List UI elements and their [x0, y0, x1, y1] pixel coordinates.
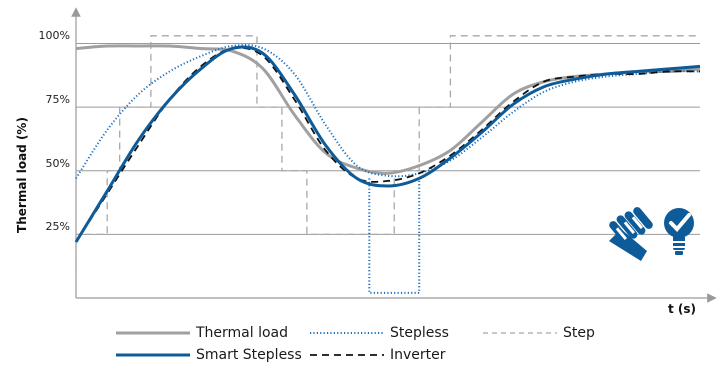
series-line-thermal-load: [75, 44, 701, 175]
y-tick-label: 50%: [45, 156, 70, 170]
x-axis-label: t (s): [668, 302, 697, 316]
series-line-step: [75, 35, 700, 298]
series-line-stepless: [75, 44, 701, 179]
legend-label-thermal-load: Thermal load: [196, 325, 289, 341]
legend-label-stepless: Stepless: [390, 325, 449, 341]
legend-item-thermal-load: Thermal load: [116, 324, 316, 342]
y-axis-label: Thermal load (%): [15, 117, 29, 233]
series-line-stepless-segment: [368, 175, 421, 294]
series-line-smart-stepless: [74, 45, 701, 243]
legend-item-inverter: Inverter: [310, 346, 490, 364]
legend-label-smart-stepless: Smart Stepless: [196, 347, 302, 363]
legend-item-step: Step: [483, 324, 623, 342]
y-tick-label: 100%: [38, 29, 70, 43]
y-tick-label: 25%: [45, 220, 70, 234]
legend-label-inverter: Inverter: [390, 347, 446, 363]
legend-label-step: Step: [563, 325, 595, 341]
coil-and-bulb-logo-icon: [609, 207, 694, 261]
chart-plot: [71, 7, 717, 303]
series-layer: [74, 35, 701, 298]
legend-item-smart-stepless: Smart Stepless: [116, 346, 316, 364]
y-tick-label: 75%: [45, 93, 70, 107]
legend-item-stepless: Stepless: [310, 324, 490, 342]
